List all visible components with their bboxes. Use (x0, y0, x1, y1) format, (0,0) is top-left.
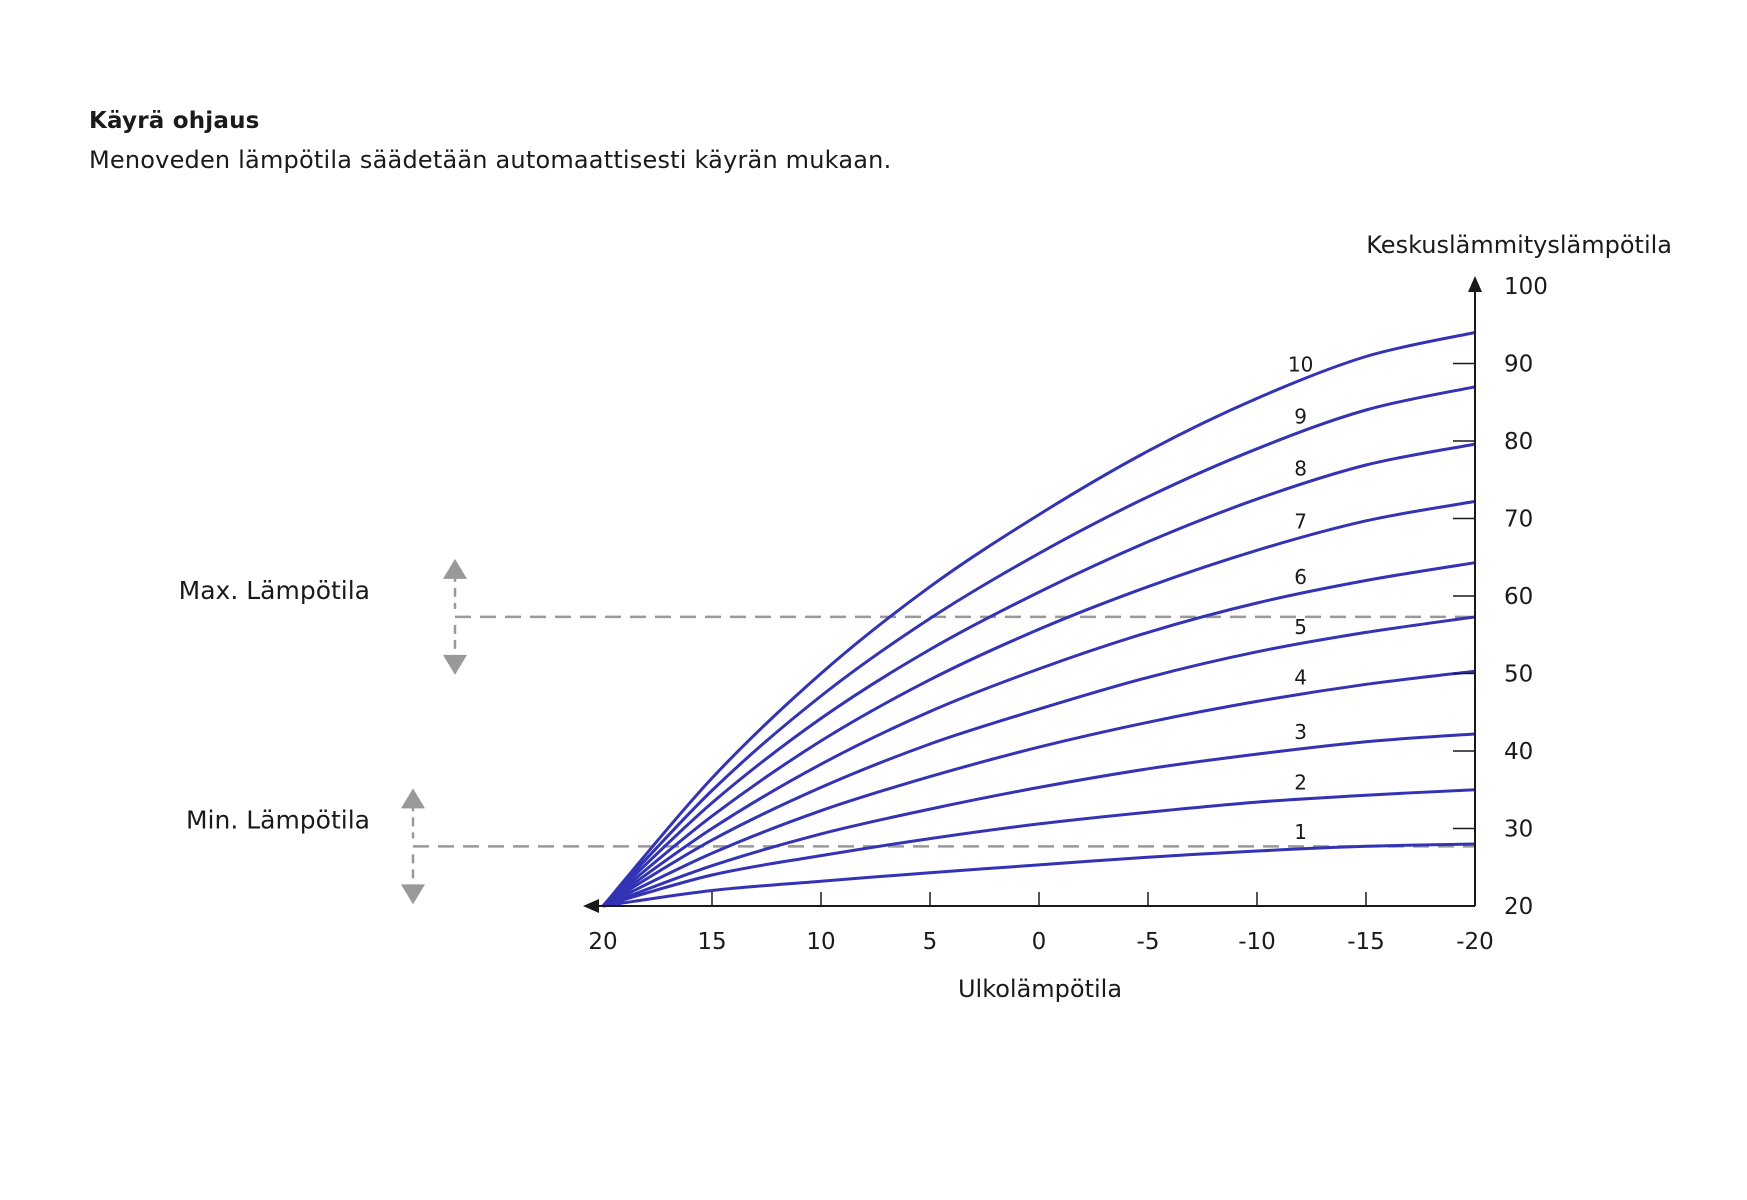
curve-10 (601, 331, 1476, 907)
min-temperature-label: Min. Lämpötila (186, 805, 370, 834)
curve-label-5: 5 (1294, 615, 1307, 639)
curve-9 (601, 385, 1476, 908)
curve-labels: 1 2 3 4 5 6 7 8 9 10 (1288, 353, 1313, 844)
x-tick-label: -20 (1456, 929, 1494, 955)
arrow-down-icon (401, 884, 425, 905)
page-title: Käyrä ohjaus (89, 108, 260, 134)
y-axis-label: Keskuslämmityslämpötila (1366, 231, 1672, 259)
curve-5 (602, 615, 1476, 908)
y-ticks: 20 30 40 50 60 70 80 90 100 (1453, 274, 1548, 920)
x-axis-label: Ulkolämpötila (958, 975, 1122, 1003)
heating-curves (601, 331, 1476, 908)
curve-label-4: 4 (1294, 666, 1307, 690)
curve-8 (601, 442, 1476, 908)
page-subtitle: Menoveden lämpötila säädetään automaatti… (89, 146, 892, 174)
x-tick-label: 0 (1032, 929, 1047, 955)
curve-label-6: 6 (1294, 565, 1307, 589)
curve-label-10: 10 (1288, 353, 1313, 377)
curve-1 (602, 842, 1476, 908)
curve-label-8: 8 (1294, 456, 1307, 480)
curve-label-1: 1 (1294, 820, 1307, 844)
curve-4 (602, 669, 1476, 908)
curve-6 (602, 561, 1476, 908)
y-tick-label: 60 (1504, 584, 1533, 610)
y-tick-label: 40 (1504, 739, 1533, 765)
curve-7 (602, 499, 1476, 908)
x-axis-arrow-icon (583, 899, 599, 913)
x-tick-label: 5 (923, 929, 938, 955)
limit-controls: Max. Lämpötila Min. Lämpötila (179, 558, 467, 905)
curve-label-7: 7 (1294, 509, 1307, 533)
curve-3 (602, 732, 1476, 908)
curve-label-9: 9 (1294, 404, 1307, 428)
x-tick-label: 15 (697, 929, 726, 955)
y-tick-label: 30 (1504, 817, 1533, 843)
max-temperature-label: Max. Lämpötila (179, 576, 370, 605)
y-tick-label: 20 (1504, 894, 1533, 920)
x-tick-label: -5 (1137, 929, 1160, 955)
y-tick-label: 50 (1504, 662, 1533, 688)
arrow-down-icon (443, 654, 467, 675)
x-tick-label: -10 (1238, 929, 1276, 955)
x-tick-label: 20 (588, 929, 617, 955)
curve-2 (602, 788, 1476, 908)
x-ticks: 20 15 10 5 0 -5 -10 -15 -20 (588, 892, 1494, 955)
curve-label-2: 2 (1294, 770, 1307, 794)
y-tick-label: 100 (1504, 274, 1548, 300)
y-tick-label: 80 (1504, 429, 1533, 455)
arrow-up-icon (443, 558, 467, 579)
arrow-up-icon (401, 788, 425, 809)
y-tick-label: 90 (1504, 352, 1533, 378)
y-tick-label: 70 (1504, 507, 1533, 533)
x-tick-label: -15 (1347, 929, 1385, 955)
curve-label-3: 3 (1294, 720, 1307, 744)
x-tick-label: 10 (806, 929, 835, 955)
y-axis-arrow-icon (1468, 276, 1482, 292)
limit-guides (413, 615, 1475, 848)
